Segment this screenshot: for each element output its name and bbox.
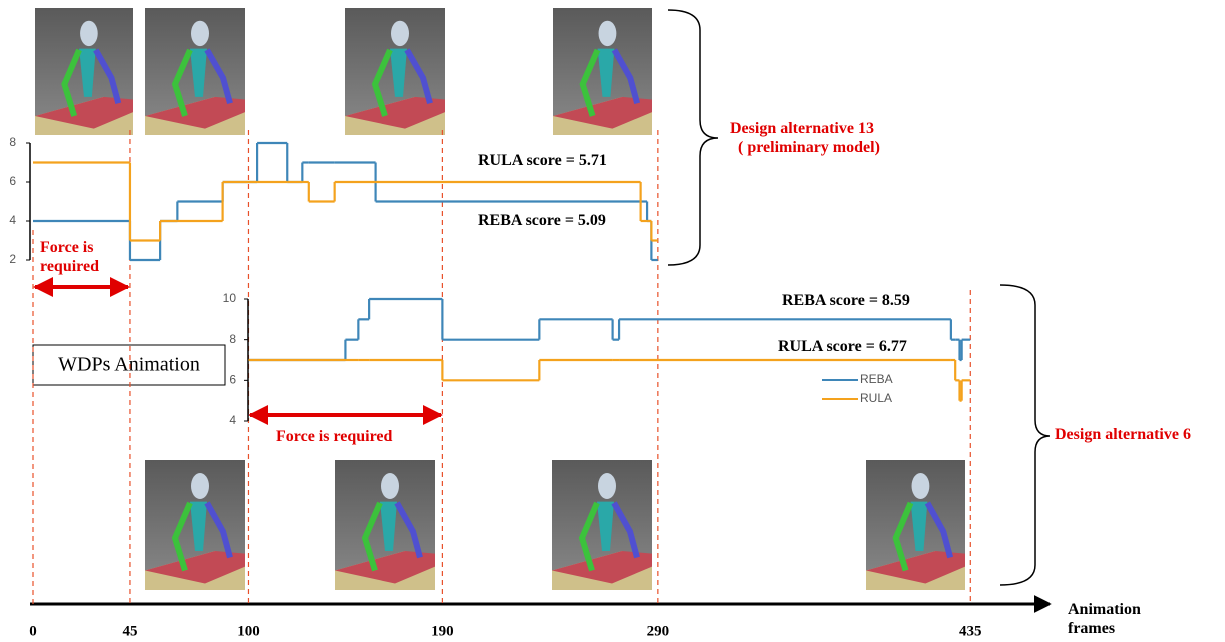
animation-frame-image bbox=[35, 8, 133, 135]
page: {"chart_data": [ {"type": "line", "step"… bbox=[0, 0, 1225, 642]
chart: WDPs Animation 0 45 100 190 290 435 2 4 6 8 4 6 8 10 R… bbox=[0, 0, 1225, 642]
animation-frame-image bbox=[552, 460, 652, 590]
force-note: Force is required bbox=[40, 238, 120, 276]
score-note: RULA score = 6.77 bbox=[778, 338, 907, 356]
head bbox=[599, 21, 617, 46]
y-tick-label: 4 bbox=[229, 413, 236, 427]
score-note: REBA score = 5.09 bbox=[478, 212, 606, 230]
head bbox=[391, 21, 409, 46]
y-tick-label: 6 bbox=[229, 373, 236, 387]
frame-tick-label: 435 bbox=[959, 623, 982, 639]
force-note: Force is required bbox=[276, 428, 392, 446]
design-label: Design alternative 6 bbox=[1055, 426, 1191, 444]
design-label: ( preliminary model) bbox=[738, 139, 880, 157]
wdp-label: WDPs Animation bbox=[58, 354, 200, 376]
brace bbox=[1000, 285, 1050, 585]
head bbox=[912, 473, 930, 499]
y-tick-label: 8 bbox=[229, 332, 236, 346]
animation-frame-image bbox=[145, 8, 245, 135]
head bbox=[598, 473, 616, 499]
frame-tick-label: 100 bbox=[237, 623, 260, 639]
animation-frame-image bbox=[335, 460, 435, 590]
frame-axis-label: Animation frames bbox=[1068, 600, 1143, 638]
y-tick-label: 6 bbox=[9, 174, 16, 188]
animation-frame-image bbox=[345, 8, 445, 135]
frame-tick-label: 0 bbox=[29, 623, 37, 639]
head bbox=[191, 21, 209, 46]
frame-tick-label: 45 bbox=[122, 623, 137, 639]
head bbox=[80, 21, 98, 46]
score-note: REBA score = 8.59 bbox=[782, 292, 910, 310]
score-note: RULA score = 5.71 bbox=[478, 152, 607, 170]
legend-label: REBA bbox=[860, 372, 893, 386]
design-label: Design alternative 13 bbox=[730, 120, 874, 138]
frame-tick-label: 190 bbox=[431, 623, 454, 639]
y-tick-label: 10 bbox=[223, 291, 237, 305]
head bbox=[191, 473, 209, 499]
frame-tick-label: 290 bbox=[647, 623, 670, 639]
y-tick-label: 2 bbox=[9, 252, 16, 266]
legend-label: RULA bbox=[860, 391, 892, 405]
y-tick-label: 4 bbox=[9, 213, 16, 227]
head bbox=[381, 473, 399, 499]
brace bbox=[668, 10, 718, 265]
y-tick-label: 8 bbox=[9, 135, 16, 149]
animation-frame-image bbox=[553, 8, 652, 135]
animation-frame-image bbox=[145, 460, 245, 590]
animation-frame-image bbox=[866, 460, 965, 590]
